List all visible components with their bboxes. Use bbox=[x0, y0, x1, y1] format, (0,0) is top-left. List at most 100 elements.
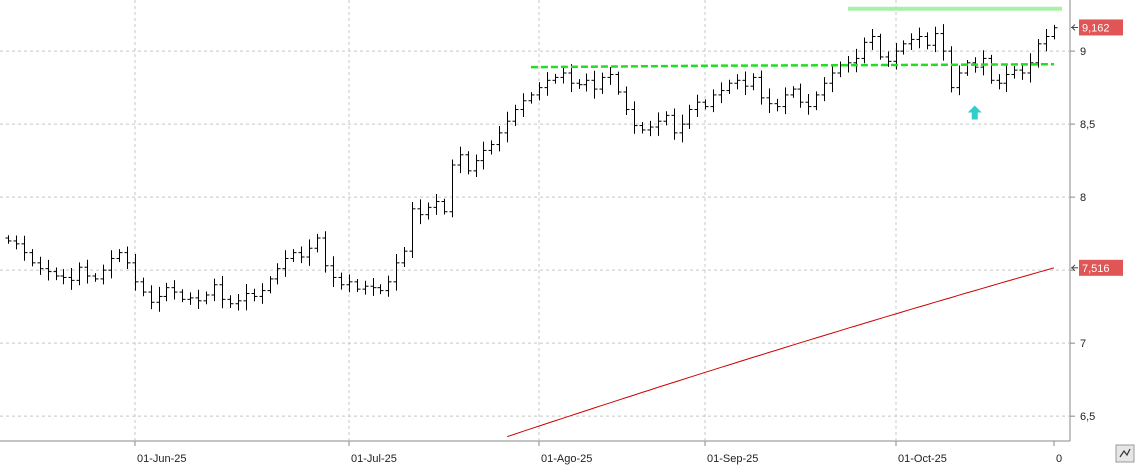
ohlc-bar bbox=[528, 92, 535, 104]
ohlc-bar bbox=[599, 72, 606, 94]
ohlc-bar bbox=[203, 291, 210, 305]
ohlc-bar bbox=[536, 82, 543, 101]
ohlc-bar bbox=[996, 74, 1003, 90]
ohlc-bar bbox=[29, 249, 36, 267]
ohlc-bars-layer bbox=[5, 24, 1058, 312]
x-tick-label: 01-Jul-25 bbox=[351, 453, 397, 465]
ohlc-bar bbox=[37, 256, 44, 275]
ohlc-bar bbox=[132, 254, 139, 291]
ohlc-bar bbox=[53, 267, 60, 281]
ohlc-bar bbox=[1035, 38, 1042, 68]
ohlc-bar bbox=[956, 65, 963, 96]
ohlc-bar bbox=[908, 33, 915, 50]
ohlc-bar bbox=[766, 88, 773, 114]
ohlc-bar bbox=[290, 249, 297, 262]
x-tick-label: 01-Jun-25 bbox=[137, 453, 187, 465]
ohlc-bar bbox=[68, 267, 75, 290]
x-tick-label: 01-Sep-25 bbox=[707, 453, 758, 465]
x-tick-label: 0 bbox=[1056, 453, 1062, 465]
ohlc-bar bbox=[251, 288, 258, 302]
ohlc-bar bbox=[100, 264, 107, 285]
y-tick-label: 9 bbox=[1080, 46, 1086, 58]
ohlc-bar bbox=[425, 202, 432, 220]
ohlc-bar bbox=[964, 59, 971, 76]
ohlc-bar bbox=[671, 108, 678, 140]
ohlc-bar bbox=[837, 61, 844, 78]
grid-layer bbox=[0, 0, 1070, 441]
ohlc-bar bbox=[401, 247, 408, 267]
ohlc-bar bbox=[520, 93, 527, 118]
last-price-label: 9,162 bbox=[1071, 19, 1123, 36]
ohlc-bar bbox=[306, 239, 313, 266]
ohlc-bar bbox=[267, 276, 274, 294]
ohlc-bar bbox=[314, 233, 321, 253]
ohlc-bar bbox=[5, 235, 12, 244]
ohlc-bar bbox=[655, 112, 662, 136]
ohlc-bar bbox=[576, 79, 583, 89]
annotation-lines-layer bbox=[530, 6, 1062, 120]
ohlc-bar bbox=[702, 99, 709, 110]
ohlc-bar bbox=[980, 50, 987, 76]
ohlc-bar bbox=[140, 277, 147, 297]
ohlc-bar bbox=[282, 250, 289, 277]
ohlc-bar bbox=[354, 279, 361, 292]
ohlc-bar bbox=[916, 27, 923, 49]
ohlc-bar bbox=[885, 51, 892, 67]
x-tick-label: 01-Oct-25 bbox=[898, 453, 947, 465]
ohlc-bar bbox=[108, 250, 115, 279]
ohlc-bar bbox=[607, 66, 614, 85]
ohlc-bar bbox=[148, 285, 155, 310]
ohlc-bar bbox=[156, 286, 163, 312]
ohlc-bar bbox=[869, 29, 876, 50]
ohlc-bar bbox=[932, 26, 939, 53]
ohlc-bar bbox=[1051, 24, 1058, 40]
ohlc-bar bbox=[813, 91, 820, 111]
buy-signal-arrow-icon bbox=[967, 105, 982, 120]
ohlc-bar bbox=[441, 198, 448, 215]
ohlc-bar bbox=[924, 32, 931, 50]
x-tick-label: 01-Ago-25 bbox=[541, 453, 592, 465]
ohlc-bar bbox=[480, 141, 487, 170]
ohlc-bar bbox=[948, 46, 955, 93]
ohlc-bar bbox=[1019, 63, 1026, 80]
corner-button[interactable] bbox=[1115, 444, 1135, 463]
ohlc-bar bbox=[338, 272, 345, 290]
y-tick-label: 7 bbox=[1080, 338, 1086, 350]
ohlc-bar bbox=[274, 263, 281, 285]
ohlc-bar bbox=[227, 295, 234, 308]
ohlc-bar bbox=[663, 111, 670, 126]
ohlc-bar bbox=[124, 246, 131, 270]
ohlc-bar bbox=[385, 275, 392, 297]
ohlc-bar bbox=[496, 126, 503, 152]
ohlc-bar bbox=[179, 289, 186, 303]
moving-average-line bbox=[507, 267, 1055, 438]
ohlc-bar bbox=[583, 73, 590, 92]
ohlc-bar bbox=[1003, 65, 1010, 93]
zigzag-icon bbox=[1119, 448, 1131, 458]
ohlc-bar bbox=[805, 94, 812, 115]
ohlc-bar bbox=[742, 71, 749, 95]
ohlc-bar bbox=[235, 293, 242, 311]
ohlc-bar bbox=[433, 194, 440, 215]
ohlc-bar bbox=[473, 154, 480, 178]
ohlc-bar bbox=[647, 120, 654, 137]
ohlc-bar bbox=[774, 98, 781, 112]
ohlc-bar bbox=[726, 79, 733, 95]
ohlc-bar bbox=[782, 87, 789, 115]
ohlc-bar bbox=[940, 24, 947, 61]
ohlc-bar bbox=[797, 83, 804, 108]
ohlc-bar bbox=[219, 275, 226, 309]
ohlc-bar bbox=[829, 64, 836, 93]
ohlc-bar bbox=[393, 254, 400, 291]
ohlc-bar bbox=[988, 54, 995, 84]
ohlc-bar bbox=[1027, 53, 1034, 83]
ohlc-bar bbox=[623, 86, 630, 116]
ohlc-bar bbox=[330, 256, 337, 287]
ohlc-bar bbox=[639, 122, 646, 134]
ohlc-bar bbox=[346, 274, 353, 293]
ohlc-bar bbox=[734, 74, 741, 90]
ohlc-bar bbox=[370, 278, 377, 296]
ohlc-bar bbox=[465, 151, 472, 175]
